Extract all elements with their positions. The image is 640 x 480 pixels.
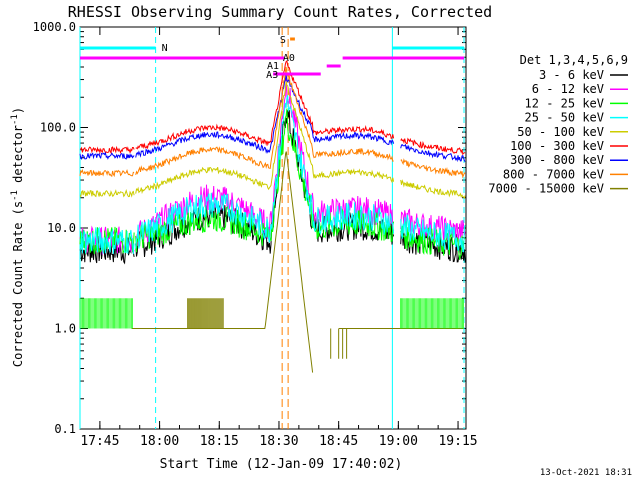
- x-axis-label: Start Time (12-Jan-09 17:40:02): [160, 457, 403, 472]
- series-line-segment: [135, 66, 394, 176]
- timestamp: 13-Oct-2021 18:31: [540, 468, 632, 478]
- y-axis-label-main: Corrected Count Rate (s: [11, 201, 25, 367]
- legend-label: 800 - 7000 keV: [503, 167, 604, 181]
- x-tick-label: 19:00: [379, 434, 418, 449]
- y-axis-label-mid: detector: [11, 125, 25, 190]
- x-tick-label: 18:00: [140, 434, 179, 449]
- series-line: [79, 95, 466, 255]
- series-line-segment: [135, 81, 395, 195]
- legend-label: 25 - 50 keV: [525, 111, 604, 125]
- series-line-segment: [400, 143, 466, 163]
- legend-label: 100 - 300 keV: [510, 139, 604, 153]
- series-line-segment: [131, 151, 314, 373]
- series-line: [79, 81, 466, 200]
- y-axis-label-sup1: -1: [10, 190, 20, 201]
- y-axis-label-sup2: -1: [10, 114, 20, 125]
- series-line-segment: [400, 137, 466, 156]
- x-tick-label: 17:45: [80, 434, 119, 449]
- series-line: [79, 66, 466, 179]
- legend-label: 12 - 25 keV: [525, 96, 604, 110]
- series-line-segment: [400, 158, 466, 179]
- series-line-segment: [135, 59, 395, 150]
- series-line-segment: [79, 151, 135, 160]
- y-tick-label: 0.1: [54, 422, 76, 436]
- x-tick-label: 18:45: [319, 434, 358, 449]
- x-tick-label: 19:15: [438, 434, 477, 449]
- chart-title: RHESSI Observing Summary Count Rates, Co…: [68, 3, 492, 21]
- legend-label: 7000 - 15000 keV: [488, 182, 604, 196]
- series-line-segment: [135, 74, 395, 158]
- series-line-segment: [135, 95, 395, 249]
- series-line-segment: [79, 226, 135, 255]
- flag-label-n: N: [162, 43, 168, 54]
- x-tick-label: 18:15: [200, 434, 239, 449]
- series-line-segment: [79, 168, 135, 178]
- series-line: [79, 59, 466, 156]
- series-line-segment: [79, 188, 135, 198]
- y-tick-label: 100.0: [40, 121, 76, 135]
- series-line-segment: [400, 179, 466, 200]
- series-line-segment: [79, 145, 135, 155]
- y-axis-label-end: ): [11, 107, 25, 114]
- legend-label: 3 - 6 keV: [539, 68, 604, 82]
- legend-label: 50 - 100 keV: [517, 125, 604, 139]
- flag-label-a0: A0: [283, 53, 295, 64]
- series-line-segment: [400, 214, 466, 253]
- flag-label-a3: A3: [266, 70, 278, 81]
- legend-label: 300 - 800 keV: [510, 153, 604, 167]
- legend-label: 6 - 12 keV: [532, 82, 604, 96]
- x-tick-label: 18:30: [259, 434, 298, 449]
- series-line-segment: [79, 235, 135, 265]
- y-tick-label: 10.0: [47, 221, 76, 235]
- flag-label-a1: A1: [267, 61, 279, 72]
- legend-title: Det 1,3,4,5,6,9: [520, 53, 628, 67]
- series-line: [79, 74, 466, 163]
- y-tick-label: 1.0: [54, 322, 76, 336]
- y-tick-label: 1000.0: [33, 20, 76, 34]
- flag-label-s: S: [280, 35, 286, 46]
- y-axis-label: Corrected Count Rate (s-1 detector-1): [10, 107, 25, 367]
